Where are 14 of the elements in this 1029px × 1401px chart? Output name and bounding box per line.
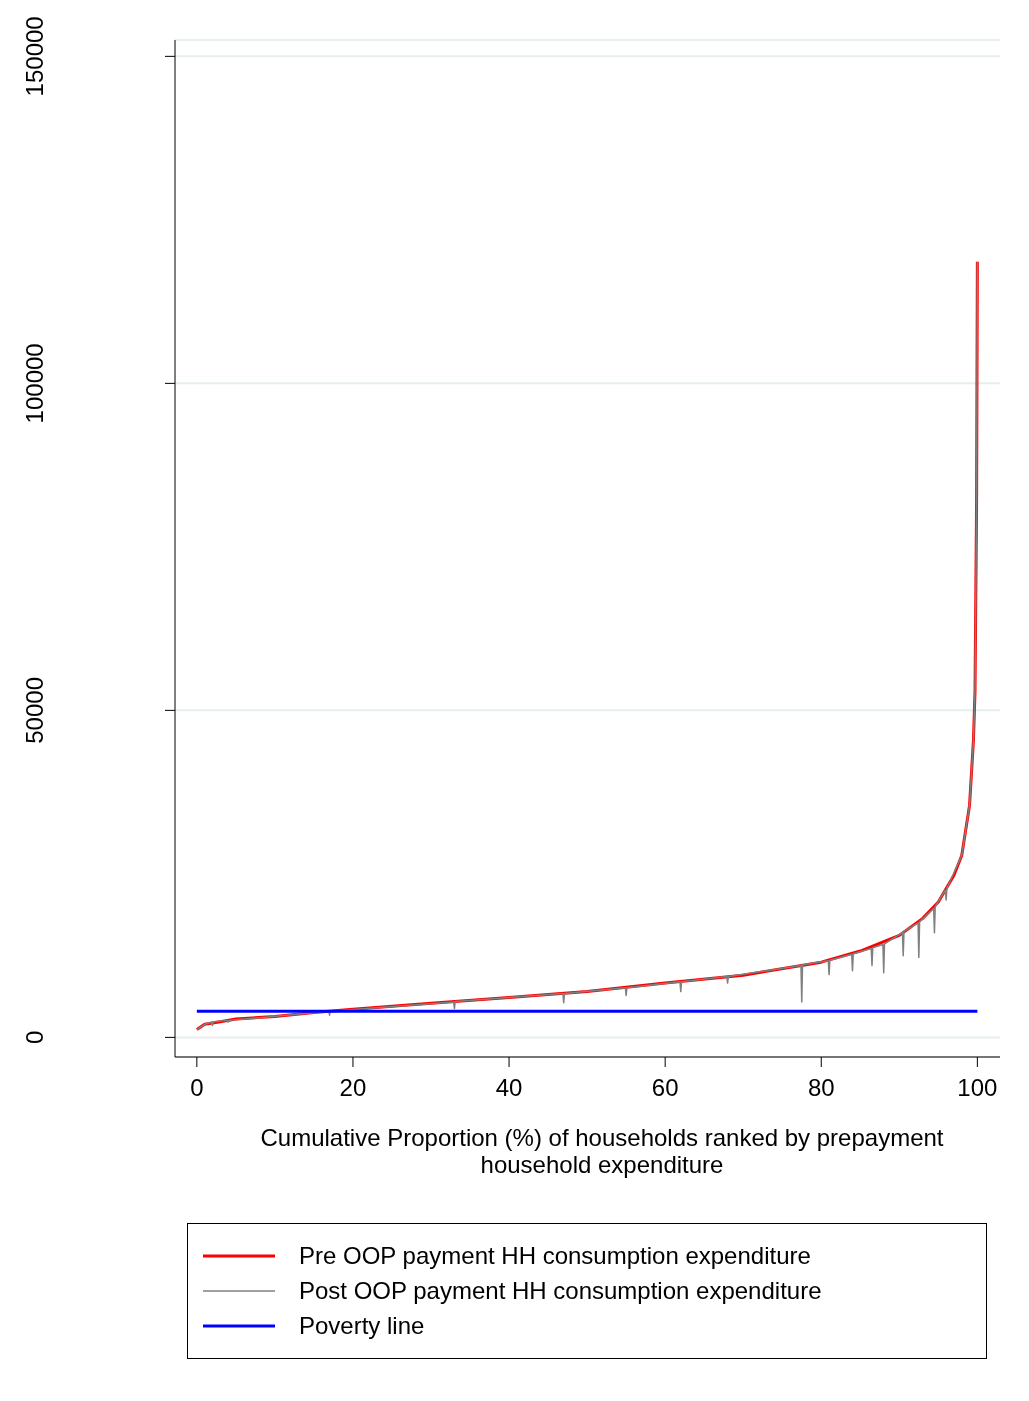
x-tick-label: 60 [651, 1074, 679, 1102]
y-tick-label: 0 [21, 1030, 48, 1045]
x-tick-label: 40 [495, 1074, 523, 1102]
x-tick-label: 100 [957, 1074, 998, 1102]
legend-label: Poverty line [299, 1311, 425, 1340]
legend-label: Pre OOP payment HH consumption expenditure [299, 1241, 811, 1270]
y-tick-label: 100000 [21, 343, 48, 424]
y-tick-label: 150000 [21, 16, 48, 97]
x-tick-label: 80 [807, 1074, 835, 1102]
x-tick-label: 0 [190, 1074, 204, 1102]
x-tick-label: 20 [339, 1074, 367, 1102]
y-tick-label: 50000 [21, 676, 48, 744]
x-axis-title: Cumulative Proportion (%) of households ranked by prepayment household expenditure [259, 1124, 945, 1178]
legend-label: Post OOP payment HH consumption expenditure [299, 1276, 822, 1305]
